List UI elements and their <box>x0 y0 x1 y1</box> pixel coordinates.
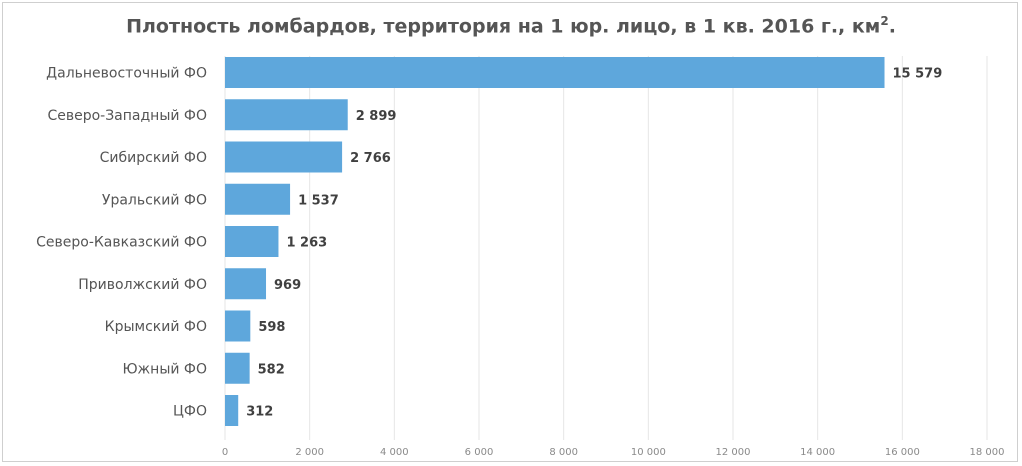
data-label: 1 537 <box>298 193 339 208</box>
category-label: Крымский ФО <box>105 319 207 335</box>
category-label: Дальневосточный ФО <box>46 66 207 82</box>
x-tick-label: 6 000 <box>465 447 494 458</box>
chart-title: Плотность ломбардов, территория на 1 юр.… <box>126 14 896 38</box>
x-tick-label: 8 000 <box>549 447 578 458</box>
category-label: Северо-Кавказский ФО <box>36 235 207 251</box>
x-tick-label: 2 000 <box>295 447 324 458</box>
x-tick-label: 12 000 <box>716 447 751 458</box>
data-label: 312 <box>246 405 273 420</box>
category-label: ЦФО <box>173 404 207 420</box>
bar <box>225 183 291 215</box>
bar <box>225 352 250 384</box>
x-tick-label: 10 000 <box>631 447 666 458</box>
x-tick-label: 14 000 <box>800 447 835 458</box>
category-label: Сибирский ФО <box>100 150 207 166</box>
data-label: 2 899 <box>356 109 397 124</box>
x-tick-label: 18 000 <box>970 447 1005 458</box>
category-label: Южный ФО <box>122 361 207 377</box>
data-label: 582 <box>258 362 285 377</box>
category-label: Северо-Западный ФО <box>47 108 207 124</box>
category-label: Приволжский ФО <box>78 277 207 293</box>
bar <box>225 99 348 131</box>
bar <box>225 57 885 88</box>
x-tick-label: 0 <box>222 447 228 458</box>
data-label: 15 579 <box>893 67 943 82</box>
data-label: 1 263 <box>286 236 327 251</box>
bar <box>225 141 343 173</box>
bar <box>225 395 239 426</box>
x-tick-label: 4 000 <box>380 447 409 458</box>
bar <box>225 226 279 257</box>
data-label: 598 <box>258 320 285 335</box>
bar <box>225 310 251 342</box>
data-label: 2 766 <box>350 151 391 166</box>
bar <box>225 268 267 300</box>
x-tick-label: 16 000 <box>885 447 920 458</box>
data-label: 969 <box>274 278 301 293</box>
category-label: Уральский ФО <box>102 192 207 208</box>
